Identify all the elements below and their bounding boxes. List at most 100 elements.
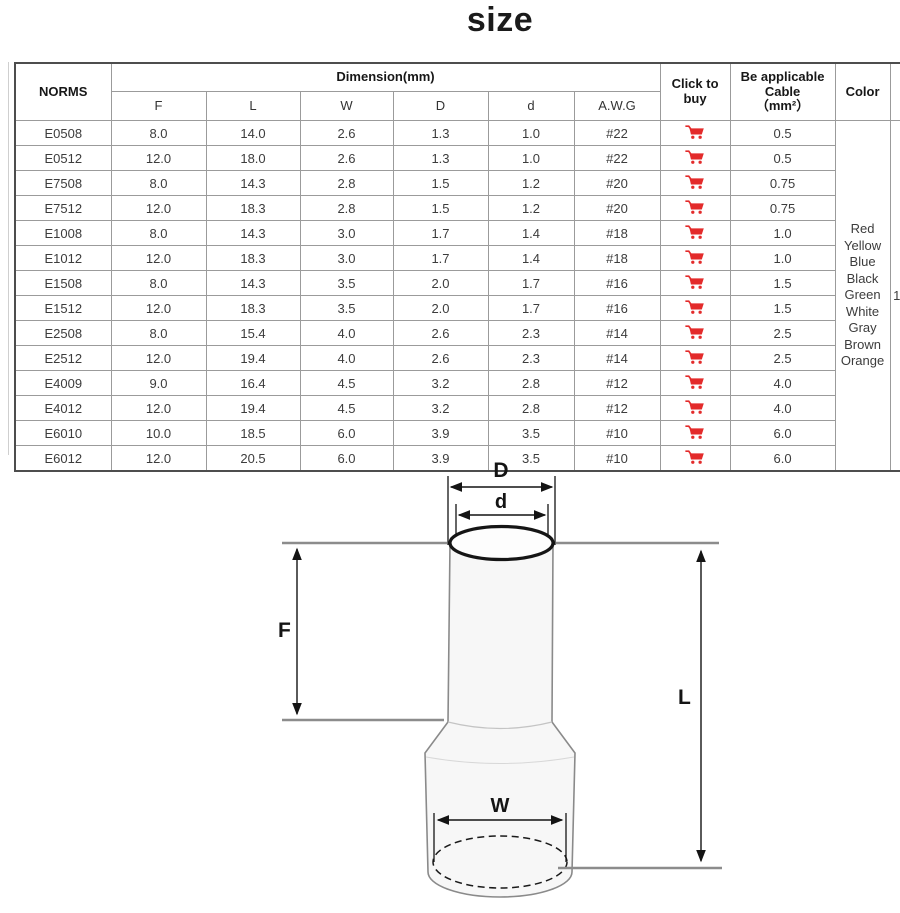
cart-icon	[685, 399, 704, 414]
cell-norm: E0512	[14, 145, 112, 171]
table-row: E1512 12.0 18.3 3.5 2.0 1.7 #16 1.5	[14, 295, 900, 321]
cell-awg: #10	[573, 445, 661, 472]
cell-d-inner: 1.2	[487, 170, 575, 196]
table-row: E4012 12.0 19.4 4.5 3.2 2.8 #12 4.0	[14, 395, 900, 421]
buy-cart-button[interactable]	[684, 274, 706, 290]
left-border-artifact	[8, 62, 9, 455]
click-to-buy-cell	[659, 270, 731, 296]
buy-cart-button[interactable]	[684, 299, 706, 315]
header-dim-w: W	[299, 91, 394, 121]
buy-cart-button[interactable]	[684, 124, 706, 140]
cell-d: 2.6	[392, 345, 489, 371]
table-row: E2508 8.0 15.4 4.0 2.6 2.3 #14 2.5	[14, 320, 900, 346]
click-to-buy-cell	[659, 420, 731, 446]
cell-cable: 4.0	[729, 395, 836, 421]
buy-cart-button[interactable]	[684, 174, 706, 190]
cell-d-inner: 1.0	[487, 145, 575, 171]
cell-l: 19.4	[205, 395, 301, 421]
cell-norm: E1012	[14, 245, 112, 271]
table-row: E4009 9.0 16.4 4.5 3.2 2.8 #12 4.0	[14, 370, 900, 396]
click-to-buy-cell	[659, 245, 731, 271]
cell-cable: 0.75	[729, 195, 836, 221]
cell-awg: #18	[573, 220, 661, 246]
cell-d: 3.2	[392, 395, 489, 421]
cell-cable: 2.5	[729, 345, 836, 371]
cell-l: 14.3	[205, 270, 301, 296]
cell-d: 2.0	[392, 270, 489, 296]
cell-awg: #10	[573, 420, 661, 446]
clipped-column-cell: 1	[889, 120, 900, 472]
cell-d-inner: 1.2	[487, 195, 575, 221]
cart-icon	[685, 199, 704, 214]
cell-norm: E4012	[14, 395, 112, 421]
cell-f: 10.0	[110, 420, 207, 446]
cell-awg: #22	[573, 120, 661, 146]
buy-cart-button[interactable]	[684, 399, 706, 415]
size-table-wrap: NORMS Dimension(mm) Click to buy Be appl…	[14, 62, 900, 472]
buy-cart-button[interactable]	[684, 224, 706, 240]
table-row: E1008 8.0 14.3 3.0 1.7 1.4 #18 1.0	[14, 220, 900, 246]
header-click-to-buy: Click to buy	[659, 62, 731, 121]
header-dim-d: D	[392, 91, 489, 121]
table-row: E0508 8.0 14.0 2.6 1.3 1.0 #22 0.5 Red Yellow B…	[14, 120, 900, 472]
cell-norm: E0508	[14, 120, 112, 146]
cell-f: 12.0	[110, 445, 207, 472]
click-to-buy-cell	[659, 445, 731, 472]
cell-w: 4.5	[299, 370, 394, 396]
cell-norm: E1508	[14, 270, 112, 296]
cell-f: 12.0	[110, 295, 207, 321]
buy-cart-button[interactable]	[684, 424, 706, 440]
cell-w: 6.0	[299, 445, 394, 472]
ferrule-dimension-diagram: D d F L W	[260, 450, 730, 913]
click-to-buy-cell	[659, 345, 731, 371]
buy-cart-button[interactable]	[684, 199, 706, 215]
cell-d-inner: 1.7	[487, 270, 575, 296]
table-row: E2512 12.0 19.4 4.0 2.6 2.3 #14 2.5	[14, 345, 900, 371]
ferrule-bottom-opening-dashed	[432, 835, 568, 889]
header-applicable-cable: Be applicable Cable （mm²）	[729, 62, 836, 121]
buy-cart-button[interactable]	[684, 324, 706, 340]
cart-icon	[685, 324, 704, 339]
header-clipped-column	[889, 62, 900, 121]
cell-f: 8.0	[110, 320, 207, 346]
cell-d: 2.6	[392, 320, 489, 346]
buy-cart-button[interactable]	[684, 449, 706, 465]
buy-cart-button[interactable]	[684, 374, 706, 390]
table-row: E6010 10.0 18.5 6.0 3.9 3.5 #10 6.0	[14, 420, 900, 446]
ferrule-diagram-svg: D d F L W	[278, 459, 722, 898]
page-title: size	[466, 1, 534, 39]
cell-f: 9.0	[110, 370, 207, 396]
cell-awg: #20	[573, 195, 661, 221]
cell-f: 12.0	[110, 195, 207, 221]
buy-cart-button[interactable]	[684, 249, 706, 265]
buy-cart-button[interactable]	[684, 149, 706, 165]
cell-w: 3.0	[299, 245, 394, 271]
header-norms: NORMS	[14, 62, 112, 121]
cell-f: 12.0	[110, 145, 207, 171]
cell-w: 2.6	[299, 120, 394, 146]
header-color: Color	[834, 62, 891, 121]
cell-d: 1.3	[392, 120, 489, 146]
cell-cable: 6.0	[729, 420, 836, 446]
cell-d-inner: 2.8	[487, 395, 575, 421]
table-row: E0512 12.0 18.0 2.6 1.3 1.0 #22 0.5	[14, 145, 900, 171]
cell-d: 3.9	[392, 420, 489, 446]
click-to-buy-cell	[659, 145, 731, 171]
cell-d-inner: 2.3	[487, 345, 575, 371]
cell-awg: #20	[573, 170, 661, 196]
cell-cable: 6.0	[729, 445, 836, 472]
cell-d-inner: 3.5	[487, 420, 575, 446]
cell-norm: E7512	[14, 195, 112, 221]
cell-norm: E2512	[14, 345, 112, 371]
buy-cart-button[interactable]	[684, 349, 706, 365]
cell-l: 18.0	[205, 145, 301, 171]
cell-awg: #16	[573, 270, 661, 296]
cart-icon	[685, 174, 704, 189]
cell-w: 6.0	[299, 420, 394, 446]
ferrule-shoulder-seam	[447, 721, 553, 730]
header-dim-d-inner: d	[487, 91, 575, 121]
cell-f: 12.0	[110, 395, 207, 421]
cell-w: 4.0	[299, 345, 394, 371]
cell-cable: 1.5	[729, 270, 836, 296]
